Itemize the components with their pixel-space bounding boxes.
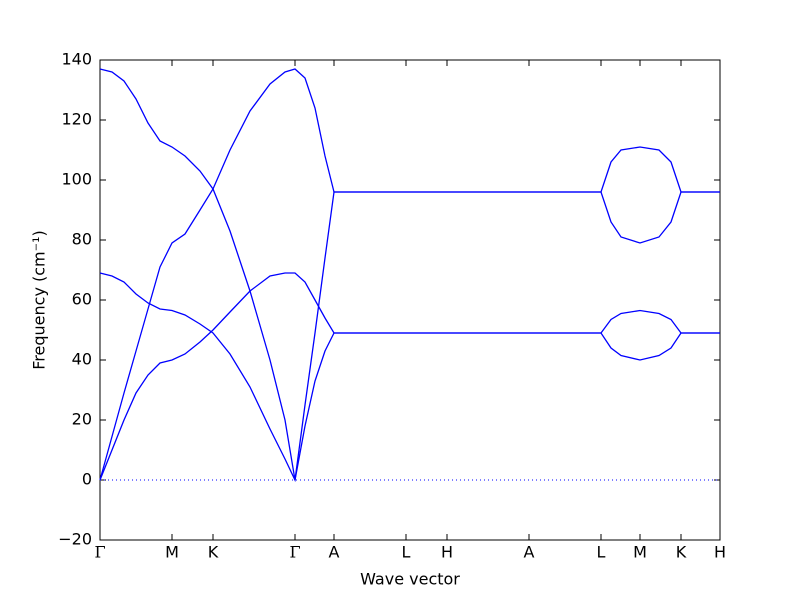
y-tick-label: 60 <box>72 290 92 309</box>
x-axis-label: Wave vector <box>360 570 460 589</box>
y-tick-label: 100 <box>61 170 92 189</box>
x-tick-label: K <box>676 543 687 562</box>
x-tick-label: A <box>329 543 340 562</box>
x-tick-label: Γ <box>94 543 105 562</box>
band-line <box>99 272 720 481</box>
x-tick-label: A <box>524 543 535 562</box>
y-tick-label: 80 <box>72 230 92 249</box>
x-tick-label: H <box>441 543 453 562</box>
band-line <box>99 68 720 481</box>
y-tick-label: −20 <box>58 530 92 549</box>
x-tick-label: K <box>208 543 219 562</box>
y-tick-label: 20 <box>72 410 92 429</box>
band-line <box>99 68 720 481</box>
y-axis-label: Frequency (cm⁻¹) <box>30 230 49 369</box>
x-tick-label: H <box>714 543 726 562</box>
x-tick-label: M <box>165 543 179 562</box>
x-tick-label: L <box>402 543 411 562</box>
y-tick-label: 120 <box>61 110 92 129</box>
y-tick-label: 40 <box>72 350 92 369</box>
x-tick-label: L <box>597 543 606 562</box>
y-tick-label: 140 <box>61 50 92 69</box>
x-tick-label: M <box>633 543 647 562</box>
y-tick-label: 0 <box>82 470 92 489</box>
plot-frame <box>99 59 721 541</box>
band-line <box>99 272 720 483</box>
x-tick-label: Γ <box>289 543 300 562</box>
